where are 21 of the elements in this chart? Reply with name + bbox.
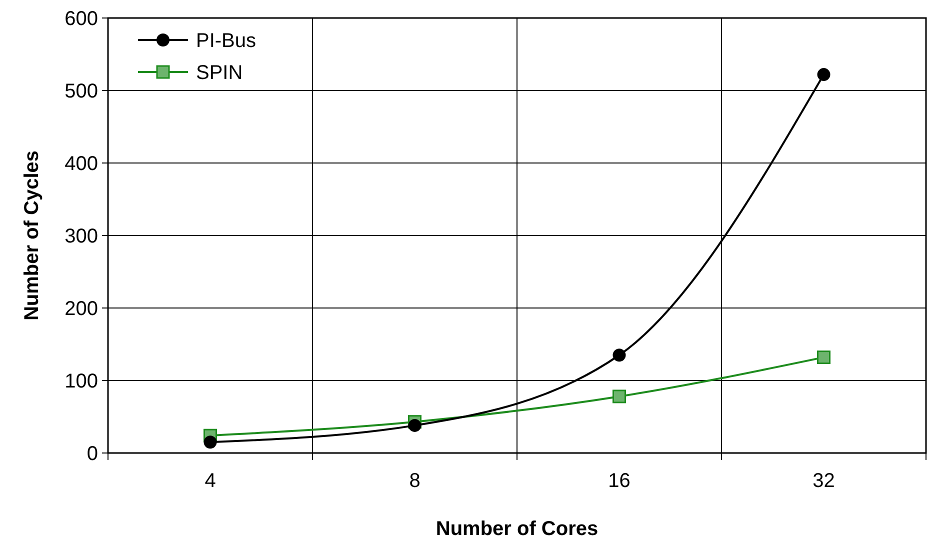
x-tick-label: 16: [608, 470, 630, 492]
legend-label: PI-Bus: [196, 30, 256, 52]
legend-label: SPIN: [196, 62, 243, 84]
point: [817, 68, 830, 82]
y-tick-label: 600: [64, 8, 98, 30]
x-tick-label: 8: [409, 470, 420, 492]
x-tick-label: 4: [204, 470, 216, 492]
y-tick-label: 300: [64, 226, 98, 248]
y-tick-label: 0: [86, 443, 98, 465]
y-tick-label: 100: [64, 370, 98, 392]
y-tick-label: 400: [64, 153, 98, 175]
point: [204, 436, 217, 449]
point: [612, 348, 626, 362]
y-tick-label: 200: [64, 298, 98, 320]
y-tick-label: 500: [64, 80, 98, 102]
x-tick-label: 32: [812, 470, 835, 492]
point: [817, 350, 830, 364]
y-axis-title: Number of Cycles: [21, 150, 43, 321]
point: [408, 418, 422, 432]
x-axis-title: Number of Cores: [436, 518, 598, 540]
point: [612, 390, 626, 404]
